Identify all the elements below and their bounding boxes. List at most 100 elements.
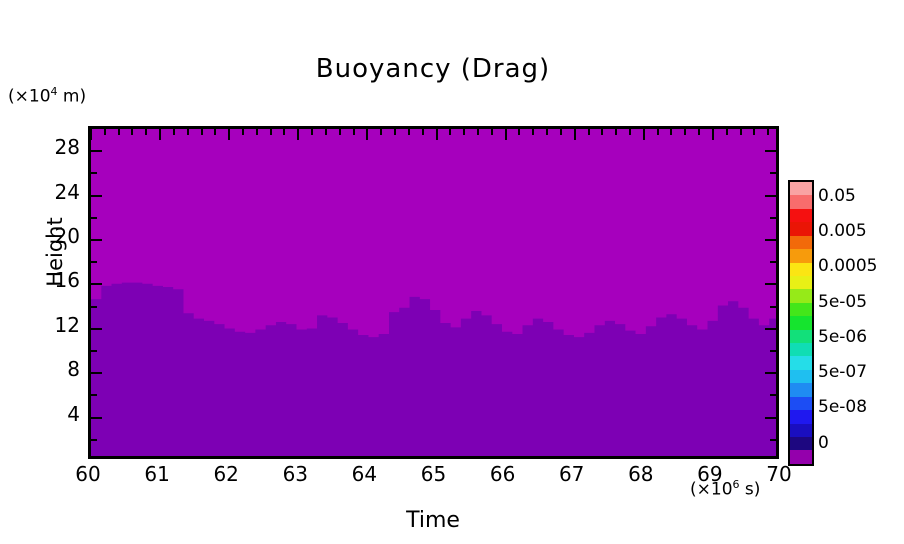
x-axis-tick-label: 64 xyxy=(351,462,378,486)
x-axis-tick-minor xyxy=(200,129,203,135)
x-axis-tick-label: 60 xyxy=(75,462,101,486)
y-axis-tick-major xyxy=(91,372,102,375)
x-axis-tick-minor xyxy=(324,129,327,135)
y-axis-tick-major xyxy=(765,239,776,241)
y-axis-tick-major xyxy=(765,327,776,330)
x-axis-unit-label: (×106 s) xyxy=(690,478,760,500)
colorbar[interactable] xyxy=(788,180,814,466)
y-axis-tick-minor xyxy=(91,305,97,308)
y-unit-suffix: m) xyxy=(57,86,87,107)
y-axis-tick-major xyxy=(91,239,102,241)
colorbar-band xyxy=(790,262,812,276)
plot-area[interactable] xyxy=(88,126,779,459)
x-axis-title: Time xyxy=(406,508,460,533)
colorbar-tick-label: 0.0005 xyxy=(818,256,878,277)
y-axis-tick-major xyxy=(91,327,102,330)
x-axis-tick-minor xyxy=(615,129,618,135)
colorbar-band xyxy=(790,450,812,464)
y-axis-tick-major xyxy=(765,372,776,375)
y-axis-tick-label: 4 xyxy=(67,401,80,426)
y-axis-tick-major xyxy=(91,416,102,419)
x-axis-tick-label: 63 xyxy=(282,462,309,486)
y-axis-tick-major xyxy=(91,283,102,286)
x-axis-tick-minor xyxy=(407,129,410,135)
colorbar-band xyxy=(790,182,812,196)
colorbar-tick-label: 5e-05 xyxy=(818,291,868,312)
colorbar-tick-label: 0.05 xyxy=(818,185,856,206)
x-unit-exponent: 6 xyxy=(732,478,740,491)
colorbar-band xyxy=(790,249,812,263)
x-axis-tick-minor xyxy=(352,129,355,135)
y-axis-tick-label: 12 xyxy=(54,312,80,337)
x-axis-tick-minor xyxy=(131,129,134,135)
x-axis-tick-minor xyxy=(725,129,728,135)
x-axis-tick-major xyxy=(435,129,438,140)
colorbar-band xyxy=(790,356,812,370)
colorbar-tick-label: 5e-06 xyxy=(818,326,868,347)
x-axis-tick-minor xyxy=(186,129,189,135)
x-axis-tick-minor xyxy=(338,129,341,135)
y-axis-tick-major xyxy=(91,194,102,197)
x-axis-tick-minor xyxy=(518,129,521,135)
x-axis-tick-minor xyxy=(103,129,106,135)
x-axis-tick-minor xyxy=(311,129,314,135)
x-axis-tick-major xyxy=(366,129,369,140)
x-axis-tick-major xyxy=(159,129,162,140)
x-axis-tick-minor xyxy=(546,129,549,135)
y-axis-tick-minor xyxy=(770,305,776,308)
x-axis-tick-major xyxy=(504,129,507,140)
y-axis-tick-major xyxy=(91,150,102,153)
x-axis-tick-minor xyxy=(753,129,756,135)
x-axis-tick-minor xyxy=(767,129,770,135)
y-axis-tick-label: 20 xyxy=(54,224,80,248)
colorbar-tick-label: 0 xyxy=(818,432,829,453)
x-axis-tick-minor xyxy=(628,129,631,135)
colorbar-band xyxy=(790,316,812,330)
y-axis-tick-minor xyxy=(770,394,776,397)
x-axis-tick-major xyxy=(642,129,645,140)
y-unit-exponent: 4 xyxy=(50,85,58,98)
y-axis-tick-minor xyxy=(91,438,97,441)
y-axis-tick-minor xyxy=(770,350,776,352)
y-axis-tick-major xyxy=(765,150,776,153)
y-axis-tick-minor xyxy=(91,216,97,219)
colorbar-band xyxy=(790,329,812,344)
x-axis-tick-minor xyxy=(559,129,562,135)
heatmap-canvas xyxy=(91,129,776,456)
x-axis-tick-minor xyxy=(214,129,217,135)
x-axis-tick-minor xyxy=(394,129,397,135)
x-axis-tick-minor xyxy=(117,129,120,135)
colorbar-band xyxy=(790,302,812,317)
y-axis-title: Height xyxy=(43,217,67,287)
y-axis-tick-minor xyxy=(91,394,97,397)
x-axis-tick-minor xyxy=(463,129,466,135)
x-axis-tick-minor xyxy=(684,129,687,135)
colorbar-band xyxy=(790,437,812,451)
x-axis-tick-minor xyxy=(476,129,479,135)
colorbar-band xyxy=(790,275,812,290)
colorbar-tick-label: 0.005 xyxy=(818,221,867,242)
colorbar-band xyxy=(790,289,812,303)
x-axis-tick-major xyxy=(573,129,576,140)
colorbar-tick-label: 5e-08 xyxy=(818,397,868,418)
x-axis-tick-minor xyxy=(490,129,493,135)
x-axis-tick-minor xyxy=(698,129,701,135)
y-axis-unit-label: (×104 m) xyxy=(8,85,86,107)
x-axis-tick-minor xyxy=(449,129,452,135)
x-unit-suffix: s) xyxy=(739,479,761,500)
x-axis-tick-minor xyxy=(269,129,272,135)
y-axis-tick-minor xyxy=(91,261,97,264)
x-axis-tick-label: 65 xyxy=(420,462,447,486)
y-unit-prefix: (×10 xyxy=(8,86,51,107)
colorbar-band xyxy=(790,396,812,411)
y-axis-tick-minor xyxy=(770,216,776,219)
colorbar-band xyxy=(790,208,812,223)
y-axis-tick-minor xyxy=(770,172,776,175)
interface-boundary xyxy=(91,282,776,456)
y-axis-tick-minor xyxy=(91,172,97,175)
x-axis-tick-major xyxy=(297,129,300,140)
x-axis-tick-label: 68 xyxy=(628,462,654,486)
colorbar-band xyxy=(790,343,812,357)
x-axis-tick-minor xyxy=(601,129,604,135)
x-axis-tick-minor xyxy=(421,129,424,135)
